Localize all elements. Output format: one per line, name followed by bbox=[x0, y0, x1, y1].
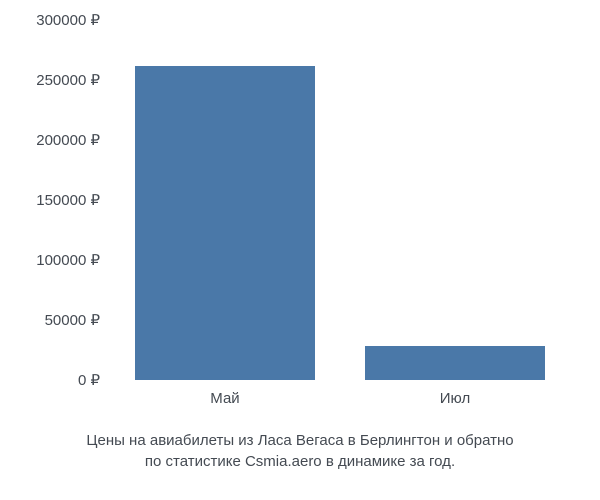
y-tick-label: 200000 ₽ bbox=[0, 131, 100, 149]
bar-may bbox=[135, 66, 314, 380]
caption-line-1: Цены на авиабилеты из Ласа Вегаса в Берл… bbox=[0, 430, 600, 451]
x-label-jul: Июл bbox=[440, 390, 470, 407]
x-label-may: Май bbox=[210, 390, 239, 407]
bar-jul bbox=[365, 346, 544, 380]
y-tick-label: 150000 ₽ bbox=[0, 191, 100, 209]
y-tick-label: 100000 ₽ bbox=[0, 251, 100, 269]
price-bar-chart: 300000 ₽ 250000 ₽ 200000 ₽ 150000 ₽ 1000… bbox=[0, 0, 600, 500]
plot-area bbox=[110, 20, 570, 380]
y-tick-label: 250000 ₽ bbox=[0, 71, 100, 89]
y-tick-label: 0 ₽ bbox=[0, 371, 100, 389]
y-tick-label: 50000 ₽ bbox=[0, 311, 100, 329]
chart-caption: Цены на авиабилеты из Ласа Вегаса в Берл… bbox=[0, 430, 600, 472]
caption-line-2: по статистике Csmia.aero в динамике за г… bbox=[0, 451, 600, 472]
y-tick-label: 300000 ₽ bbox=[0, 11, 100, 29]
